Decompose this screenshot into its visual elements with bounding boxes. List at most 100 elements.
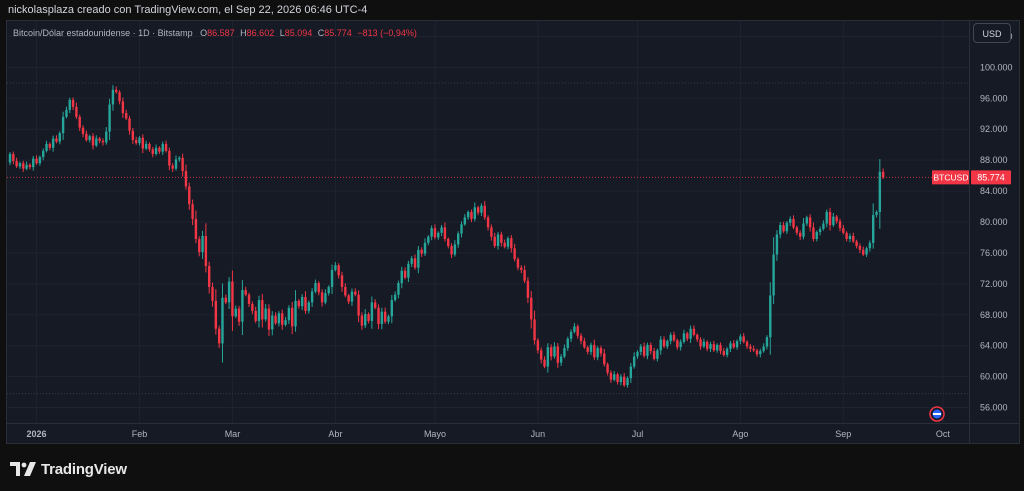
candle-body[interactable] [78,116,81,128]
candle-body[interactable] [623,376,626,386]
candle-body[interactable] [427,236,430,243]
candle-body[interactable] [759,351,762,355]
candle-body[interactable] [181,157,184,171]
candle-body[interactable] [652,351,656,359]
candle-body[interactable] [327,286,330,294]
candle-body[interactable] [659,339,662,351]
candle-body[interactable] [347,295,350,302]
candle-body[interactable] [410,258,413,264]
candle-body[interactable] [134,140,138,144]
candle-body[interactable] [75,106,78,117]
candle-body[interactable] [251,303,254,311]
candle-body[interactable] [755,350,759,355]
candle-body[interactable] [364,313,367,326]
candle-body[interactable] [802,223,805,237]
candle-body[interactable] [593,344,596,358]
candle-body[interactable] [586,347,589,352]
candle-body[interactable] [881,171,885,178]
candle-body[interactable] [749,346,752,349]
candle-body[interactable] [742,336,745,342]
candle-body[interactable] [320,292,324,303]
candle-body[interactable] [483,205,486,218]
candle-body[interactable] [400,270,403,284]
candle-body[interactable] [417,249,420,268]
candle-body[interactable] [772,254,775,296]
candle-body[interactable] [486,217,490,228]
candle-body[interactable] [782,225,785,232]
candle-body[interactable] [490,227,493,237]
candle-body[interactable] [619,376,623,383]
candle-body[interactable] [702,341,706,347]
candle-body[interactable] [476,207,480,213]
candle-body[interactable] [227,281,231,303]
candle-body[interactable] [812,227,815,240]
candle-body[interactable] [144,143,148,149]
candle-body[interactable] [32,158,35,168]
candle-body[interactable] [131,130,135,141]
candle-body[interactable] [852,235,855,242]
candle-body[interactable] [719,344,722,352]
candle-body[interactable] [596,348,599,358]
candle-body[interactable] [88,136,91,141]
candle-body[interactable] [101,140,105,143]
candle-body[interactable] [407,263,410,278]
candle-body[interactable] [775,234,779,255]
candle-body[interactable] [324,293,327,303]
candle-body[interactable] [48,143,52,148]
candle-body[interactable] [45,143,48,151]
candle-body[interactable] [360,315,364,326]
candle-body[interactable] [168,150,171,166]
candle-body[interactable] [453,244,457,255]
candle-body[interactable] [848,235,852,240]
candle-body[interactable] [184,170,188,187]
candle-body[interactable] [254,310,257,321]
candle-body[interactable] [457,233,460,245]
candle-body[interactable] [573,326,576,332]
candle-body[interactable] [566,338,569,349]
candle-body[interactable] [42,150,45,158]
candle-body[interactable] [237,308,241,322]
candle-body[interactable] [480,205,483,213]
candle-body[interactable] [264,308,267,320]
candle-body[interactable] [217,328,221,344]
candle-body[interactable] [526,280,530,298]
candle-body[interactable] [636,351,639,357]
candle-body[interactable] [745,341,749,347]
candle-body[interactable] [686,333,689,339]
candle-body[interactable] [576,326,579,336]
candle-body[interactable] [616,374,619,383]
candle-body[interactable] [35,158,38,164]
candle-body[interactable] [865,248,868,255]
candle-body[interactable] [28,164,32,168]
candle-body[interactable] [699,339,702,347]
candle-body[interactable] [55,138,58,142]
candle-body[interactable] [838,221,842,229]
candle-body[interactable] [735,341,739,348]
candle-body[interactable] [108,104,111,132]
candle-body[interactable] [314,283,317,292]
candle-body[interactable] [95,138,98,146]
candle-body[interactable] [739,336,742,342]
candle-body[interactable] [370,302,374,321]
candle-body[interactable] [98,138,101,141]
candle-body[interactable] [646,344,649,356]
candle-body[interactable] [440,227,443,233]
candle-body[interactable] [868,242,872,249]
candle-body[interactable] [855,241,858,246]
candle-body[interactable] [669,334,672,342]
candle-body[interactable] [656,350,659,359]
candle-body[interactable] [397,283,400,295]
candle-body[interactable] [609,372,613,380]
candle-body[interactable] [247,294,251,304]
candle-body[interactable] [500,234,503,243]
candlestick-chart[interactable]: 56.000 60.000 64.000 68.000 72.000 76.000 80.0… [7,21,1020,444]
symbol-legend[interactable]: Bitcoin/Dólar estadounidense · 1D · Bits… [13,28,417,38]
candle-body[interactable] [81,127,85,134]
candle-body[interactable] [294,300,297,327]
candle-body[interactable] [520,267,523,270]
candle-body[interactable] [128,118,131,131]
candle-body[interactable] [284,320,287,325]
candle-body[interactable] [297,300,301,307]
candle-body[interactable] [171,165,174,169]
candle-body[interactable] [68,99,71,110]
